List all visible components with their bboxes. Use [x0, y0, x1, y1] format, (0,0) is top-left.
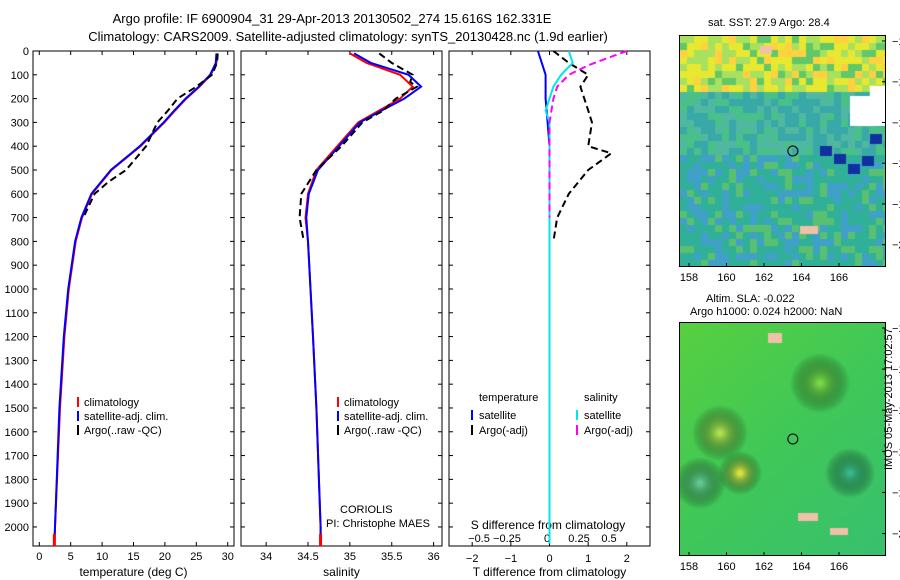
series-line — [298, 52, 419, 242]
side-timestamp-text: IMOS 05-May-2013 17:02:57 — [883, 328, 895, 470]
y-tick-label: 1700 — [5, 451, 29, 463]
plot-title-line1: Argo profile: IF 6900904_31 29-Apr-2013 … — [112, 11, 552, 26]
s-tick-label: −0.5 — [468, 533, 490, 545]
y-tick-label: 1400 — [5, 379, 29, 391]
y-tick-label: 1800 — [5, 474, 29, 486]
x-tick-label: 35.5 — [381, 551, 402, 563]
series-line — [536, 50, 551, 544]
s-tick-label: 0 — [544, 533, 550, 545]
s-tick-label: 0.5 — [601, 533, 616, 545]
y-tick-label: 300 — [11, 117, 29, 129]
x-tick-label: 2 — [624, 553, 630, 565]
series-line — [53, 53, 218, 544]
y-tick-label: 700 — [11, 213, 29, 225]
legend-label-s: Argo(-adj) — [584, 425, 633, 437]
panel-salinity: 34 34.5 35 35.5 36 salinity climatology satelli… — [240, 50, 443, 579]
series-line — [552, 50, 614, 242]
sla-map-title1: Altim. SLA: -0.022 — [706, 293, 795, 305]
legend-label: climatology — [344, 397, 400, 409]
series-line — [305, 52, 423, 544]
panel-temperature: 0 5 10 15 20 25 300100200300400500600700800900… — [5, 46, 235, 579]
y-tick-label: 1300 — [5, 355, 29, 367]
y-tick-label: 500 — [11, 165, 29, 177]
legend-heading-salinity: salinity — [584, 392, 618, 404]
y-tick-label: 600 — [11, 189, 29, 201]
x-tick-label: 34.5 — [297, 551, 318, 563]
x-tick-label: −1 — [505, 553, 518, 565]
sst-map-title: sat. SST: 27.9 Argo: 28.4 — [708, 17, 830, 29]
legend-label-t: satellite — [479, 410, 516, 422]
y-tick-label: 1000 — [5, 284, 29, 296]
plot-title-line2: Climatology: CARS2009. Satellite-adjuste… — [88, 29, 608, 44]
side-timestamp: IMOS 05-May-2013 17:02:57 — [883, 328, 895, 470]
x-tick-label: 1 — [585, 553, 591, 565]
x-tick-label: 0 — [36, 551, 42, 563]
x-axis-label: T difference from climatology — [473, 565, 627, 579]
series-line — [53, 53, 218, 544]
y-tick-label: 900 — [11, 260, 29, 272]
x-tick-label: 10 — [96, 551, 108, 563]
x-tick-label: 15 — [127, 551, 139, 563]
legend-label: Argo(..raw -QC) — [344, 425, 422, 437]
x-tick-label: 34 — [260, 551, 272, 563]
y-tick-label: 1200 — [5, 332, 29, 344]
legend-label: satellite-adj. clim. — [84, 411, 168, 423]
sst-map — [679, 35, 886, 267]
attribution-pi: PI: Christophe MAES — [326, 518, 430, 530]
s-axis-label: S difference from climatology — [471, 518, 626, 532]
y-tick-label: 400 — [11, 141, 29, 153]
y-tick-label: 200 — [11, 94, 29, 106]
legend-label: climatology — [84, 397, 140, 409]
x-tick-label: 36 — [428, 551, 440, 563]
x-tick-label: −2 — [466, 553, 479, 565]
x-tick-label: 5 — [68, 551, 74, 563]
x-axis-label: salinity — [323, 565, 360, 579]
panel-differences: −2 −1 0 1 2 −0.5 −0.25 0 0.25 0.5S difference fro… — [448, 50, 651, 579]
s-tick-label: −0.25 — [493, 533, 521, 545]
s-tick-label: 0.25 — [568, 533, 589, 545]
x-tick-label: 0 — [546, 553, 552, 565]
y-tick-label: 0 — [23, 46, 29, 58]
series-line — [548, 50, 628, 218]
panel-frame — [240, 50, 443, 547]
panel-frame — [32, 50, 235, 547]
sst-map-image — [680, 36, 885, 266]
series-line — [544, 50, 574, 544]
y-tick-label: 1600 — [5, 427, 29, 439]
x-tick-label: 35 — [344, 551, 356, 563]
x-tick-label: 20 — [159, 551, 171, 563]
x-tick-label: 30 — [222, 551, 234, 563]
y-tick-label: 100 — [11, 70, 29, 82]
legend-label: satellite-adj. clim. — [344, 411, 428, 423]
y-tick-label: 1900 — [5, 498, 29, 510]
attribution-org: CORIOLIS — [340, 504, 393, 516]
x-tick-label: 25 — [190, 551, 202, 563]
sla-map-image — [680, 323, 885, 555]
legend-label: Argo(..raw -QC) — [84, 425, 162, 437]
legend-label-s: satellite — [584, 410, 621, 422]
sla-map — [679, 322, 886, 556]
y-tick-label: 800 — [11, 236, 29, 248]
y-tick-label: 2000 — [5, 522, 29, 534]
legend-label-t: Argo(-adj) — [479, 425, 528, 437]
sla-map-title2: Argo h1000: 0.024 h2000: NaN — [690, 306, 843, 318]
series-line — [82, 53, 219, 219]
x-axis-label: temperature (deg C) — [79, 565, 187, 579]
y-tick-label: 1100 — [5, 308, 29, 320]
legend-heading-temperature: temperature — [479, 392, 538, 404]
y-tick-label: 1500 — [5, 403, 29, 415]
